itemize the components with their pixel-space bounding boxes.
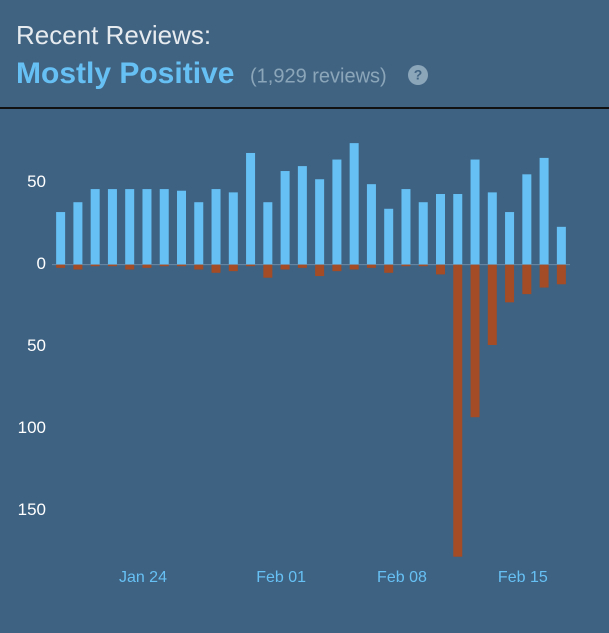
bar bbox=[211, 264, 221, 273]
bar bbox=[159, 189, 169, 265]
bar bbox=[401, 189, 411, 265]
x-tick-label: Feb 15 bbox=[498, 569, 548, 586]
bar bbox=[436, 264, 445, 275]
bar bbox=[297, 166, 307, 265]
bar bbox=[315, 179, 325, 265]
y-tick-label: 0 bbox=[37, 254, 46, 273]
bar bbox=[159, 264, 169, 267]
bar bbox=[297, 264, 307, 268]
bar bbox=[401, 264, 411, 267]
bar bbox=[315, 264, 325, 277]
bar bbox=[177, 264, 186, 267]
y-tick-label: 50 bbox=[27, 336, 46, 355]
bar bbox=[107, 264, 117, 267]
bar bbox=[505, 212, 515, 265]
bar bbox=[505, 264, 515, 303]
bar bbox=[125, 264, 135, 270]
bar bbox=[263, 264, 273, 278]
x-tick-label: Feb 08 bbox=[377, 569, 427, 586]
bar bbox=[228, 192, 238, 265]
bar bbox=[453, 264, 463, 557]
bar bbox=[332, 264, 342, 272]
bar bbox=[522, 264, 532, 295]
bar bbox=[349, 264, 359, 270]
bar bbox=[90, 264, 100, 267]
bar bbox=[384, 208, 394, 265]
bar bbox=[194, 202, 204, 265]
x-tick-label: Feb 01 bbox=[256, 569, 306, 586]
y-tick-label: 50 bbox=[27, 172, 46, 191]
section-title: Recent Reviews: bbox=[16, 20, 211, 50]
help-icon[interactable] bbox=[408, 65, 428, 85]
bar bbox=[453, 194, 463, 265]
bar bbox=[177, 190, 186, 265]
bar bbox=[90, 189, 100, 265]
bar bbox=[349, 143, 359, 265]
bar bbox=[228, 264, 238, 272]
bar bbox=[539, 264, 549, 288]
bar bbox=[125, 189, 135, 265]
y-tick-label: 100 bbox=[18, 418, 46, 437]
bar bbox=[246, 152, 256, 265]
bar bbox=[366, 264, 376, 268]
bar bbox=[487, 264, 497, 345]
bar bbox=[56, 264, 66, 268]
bar bbox=[522, 174, 532, 265]
bar bbox=[470, 264, 480, 418]
bar bbox=[246, 264, 256, 267]
bar bbox=[107, 189, 117, 265]
review-count: (1,929 reviews) bbox=[250, 65, 387, 87]
bar bbox=[280, 171, 290, 265]
bar bbox=[56, 212, 66, 265]
bar bbox=[418, 264, 428, 267]
bar bbox=[556, 226, 566, 265]
bar bbox=[194, 264, 204, 270]
x-tick-label: Jan 24 bbox=[119, 569, 167, 586]
bar bbox=[470, 159, 480, 265]
bar bbox=[280, 264, 290, 270]
bar bbox=[142, 264, 152, 268]
bar bbox=[436, 194, 445, 265]
help-icon-text[interactable]: ? bbox=[414, 67, 423, 83]
bar bbox=[556, 264, 566, 285]
bar bbox=[487, 192, 497, 265]
review-summary[interactable]: Mostly Positive bbox=[16, 57, 234, 90]
bar bbox=[211, 189, 221, 265]
bar bbox=[366, 184, 376, 265]
divider bbox=[0, 107, 609, 109]
bar bbox=[142, 189, 152, 265]
bar bbox=[418, 202, 428, 265]
bar bbox=[332, 159, 342, 265]
bar bbox=[539, 157, 549, 265]
y-tick-label: 150 bbox=[18, 500, 46, 519]
bar bbox=[384, 264, 394, 273]
bar bbox=[263, 202, 273, 265]
bar bbox=[73, 202, 83, 265]
bar bbox=[73, 264, 83, 270]
